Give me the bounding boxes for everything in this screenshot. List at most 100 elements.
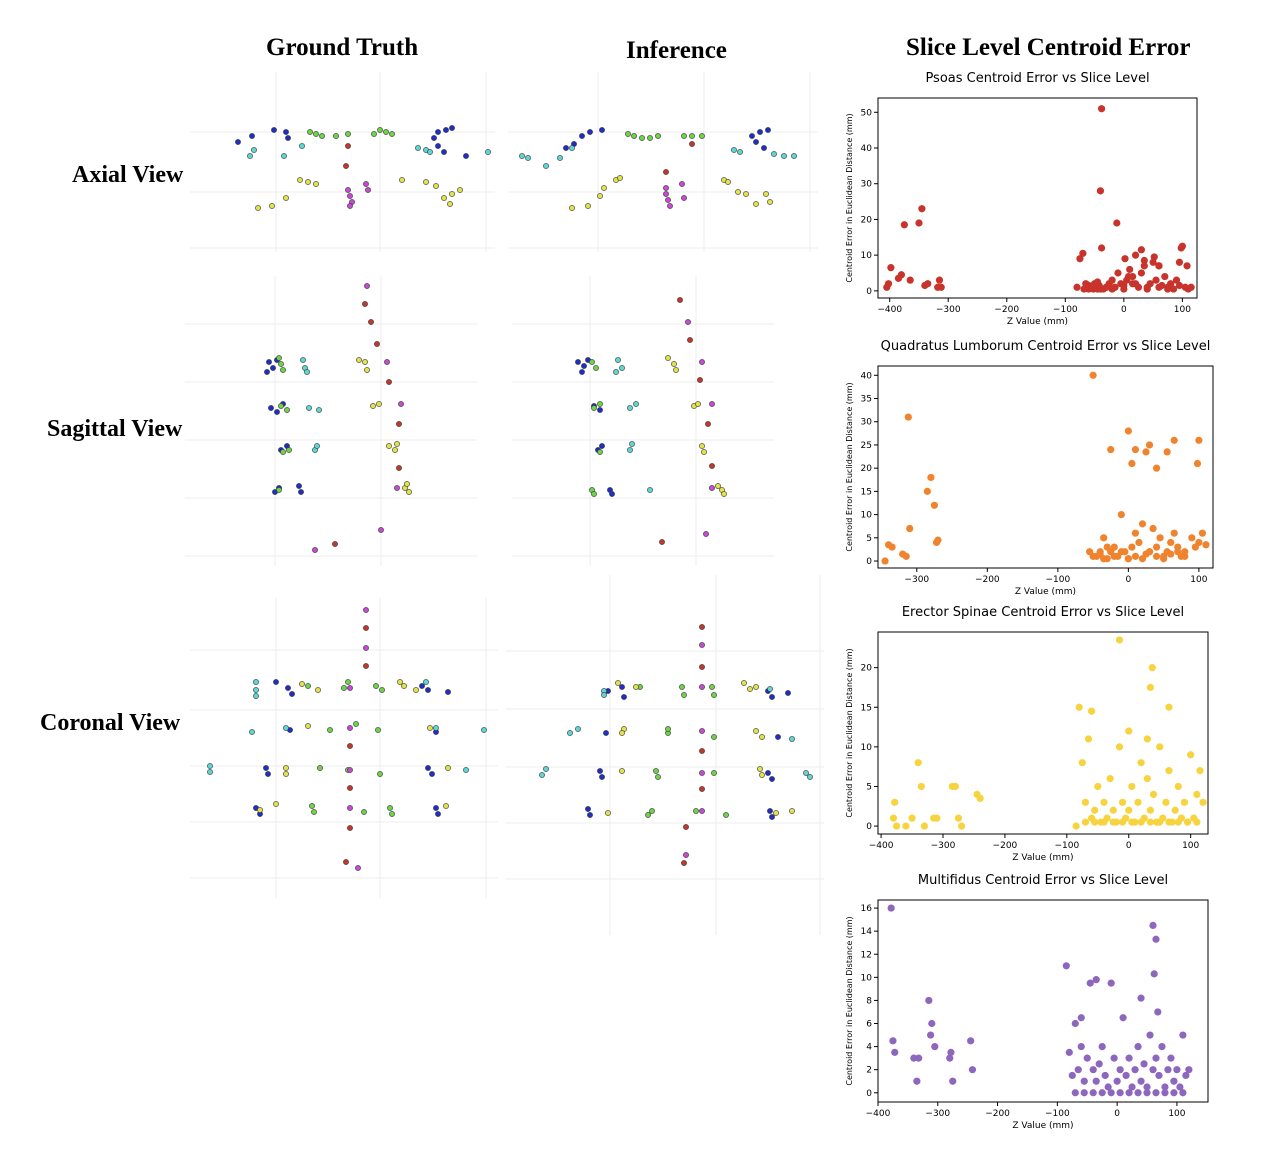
data-point [1188,534,1196,542]
centroid-dot [347,203,353,209]
y-tick-label: 0 [866,287,872,297]
data-point [1096,285,1105,293]
data-point [1152,276,1160,284]
data-point [1198,529,1207,537]
centroid-dot [362,301,368,307]
data-point [1080,1089,1088,1097]
centroid-dot [753,201,759,207]
centroid-dot [721,491,727,497]
y-tick-label: 40 [861,371,873,381]
data-point [1143,774,1151,783]
centroid-dot [363,663,369,669]
data-point [1177,244,1185,252]
data-point [1068,1071,1076,1080]
data-point [935,276,944,284]
data-point [1098,1042,1106,1051]
data-point [1137,818,1145,826]
centroid-dot [665,726,671,732]
data-point [1183,818,1192,826]
data-point [1187,283,1195,291]
data-point [1167,1054,1175,1062]
centroid-dot [347,685,353,691]
data-point [1128,1083,1136,1091]
centroid-dot [207,769,213,775]
data-point [892,822,901,830]
centroid-dot [629,441,635,447]
data-point [1180,798,1189,806]
y-tick-label: 0 [866,822,872,832]
centroid-dot [633,401,639,407]
data-point [976,794,984,802]
data-point [1164,283,1172,291]
y-tick-label: 40 [861,144,873,154]
centroid-dot [313,181,319,187]
centroid-dot [753,139,759,145]
centroid-dot [406,489,412,495]
centroid-dot [625,131,631,137]
chart-title: Erector Spinae Centroid Error vs Slice L… [902,605,1184,620]
x-tick-label: 0 [1126,841,1132,851]
centroid-dot [653,768,659,774]
x-tick-label: −400 [869,841,894,851]
centroid-dot [443,803,449,809]
data-point [1086,979,1094,987]
centroid-dot [312,547,318,553]
data-point [954,814,963,822]
centroid-dot [567,730,573,736]
data-point [927,473,935,482]
data-point [1196,767,1204,775]
centroid-dot [364,283,370,289]
data-point [1174,548,1182,556]
data-point [1145,548,1154,556]
centroid-dot [619,365,625,371]
centroid-dot [705,421,711,427]
y-tick-label: 35 [861,395,872,405]
centroid-dot [575,359,581,365]
centroid-dot [725,179,731,185]
data-point [915,1054,923,1062]
centroid-dot [315,687,321,693]
centroid-dot [249,729,255,735]
centroid-dot [298,489,304,495]
centroid-dot [665,355,671,361]
centroid-dot [333,133,339,139]
data-point [933,814,941,822]
centroid-dot [269,203,275,209]
data-point [924,280,932,288]
centroid-dot [655,774,661,780]
data-point [1118,798,1127,806]
centroid-dot [361,809,367,815]
centroid-dot [280,367,286,373]
centroid-dot [389,131,395,137]
data-point [1137,994,1145,1002]
data-point [917,782,925,791]
centroid-dot [347,825,353,831]
data-point [1121,255,1129,263]
data-point [1083,1054,1091,1062]
data-point [1081,818,1090,826]
centroid-dot [364,367,370,373]
data-point [1131,251,1140,259]
centroid-dot [327,727,333,733]
data-point [1074,1066,1082,1074]
centroid-dot [306,405,312,411]
centroid-dot [569,145,575,151]
x-tick-label: −200 [985,1109,1010,1119]
data-point [937,283,945,291]
data-point [1071,1019,1079,1028]
data-point [1140,256,1148,265]
data-point [1089,1066,1097,1074]
centroid-dot [597,768,603,774]
centroid-dot [299,681,305,687]
centroid-dot [769,814,775,820]
centroid-dot [619,684,625,690]
data-point [1160,555,1168,563]
data-point [1179,1089,1187,1097]
data-point [1080,1077,1088,1085]
data-point [927,1031,935,1039]
centroid-dot [396,465,402,471]
data-point [1140,1060,1148,1068]
data-point [1062,962,1070,970]
centroid-dot [394,441,400,447]
centroid-dot [399,177,405,183]
